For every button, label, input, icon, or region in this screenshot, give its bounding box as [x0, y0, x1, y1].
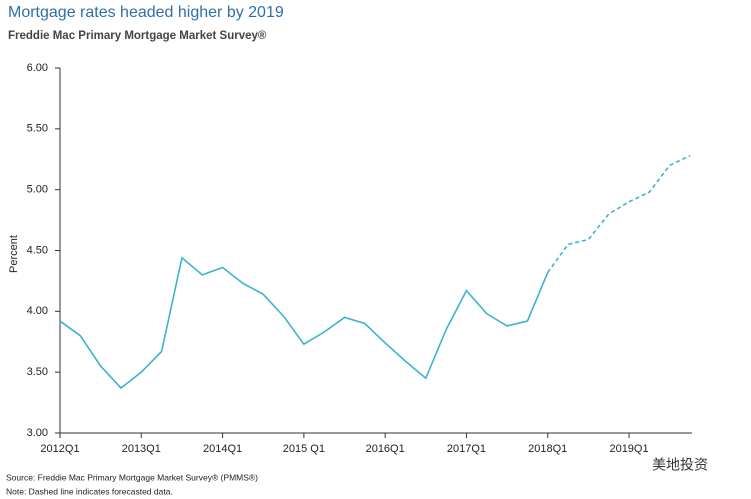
y-tick-label: 4.00 [27, 305, 48, 317]
source: Source: Freddie Mac Primary Mortgage Mar… [6, 472, 258, 482]
x-tick-label: 2015 Q1 [283, 443, 325, 455]
y-tick-label: 5.00 [27, 184, 48, 196]
series-line [547, 154, 691, 273]
chart-title: Mortgage rates headed higher by 2019 [8, 4, 284, 21]
x-tick-label: 2019Q1 [609, 443, 648, 455]
y-tick-label: 3.00 [27, 427, 48, 439]
y-tick-label: 6.00 [27, 62, 48, 74]
x-tick-label: 2012Q1 [40, 443, 79, 455]
x-tick-label: 2016Q1 [366, 443, 405, 455]
y-axis-label: Percent [8, 235, 20, 273]
series-line [59, 256, 549, 390]
y-tick-label: 4.50 [27, 244, 48, 256]
x-tick-label: 2018Q1 [528, 443, 567, 455]
x-tick-label: 2013Q1 [122, 443, 161, 455]
x-tick-label: 2014Q1 [203, 443, 242, 455]
x-tick-label: 2017Q1 [447, 443, 486, 455]
watermark: 美地投资 [652, 457, 708, 473]
y-tick-label: 3.50 [27, 366, 48, 378]
note: Note: Dashed line indicates forecasted d… [6, 486, 173, 496]
chart-subtitle: Freddie Mac Primary Mortgage Market Surv… [8, 30, 267, 42]
y-tick-label: 5.50 [27, 123, 48, 135]
